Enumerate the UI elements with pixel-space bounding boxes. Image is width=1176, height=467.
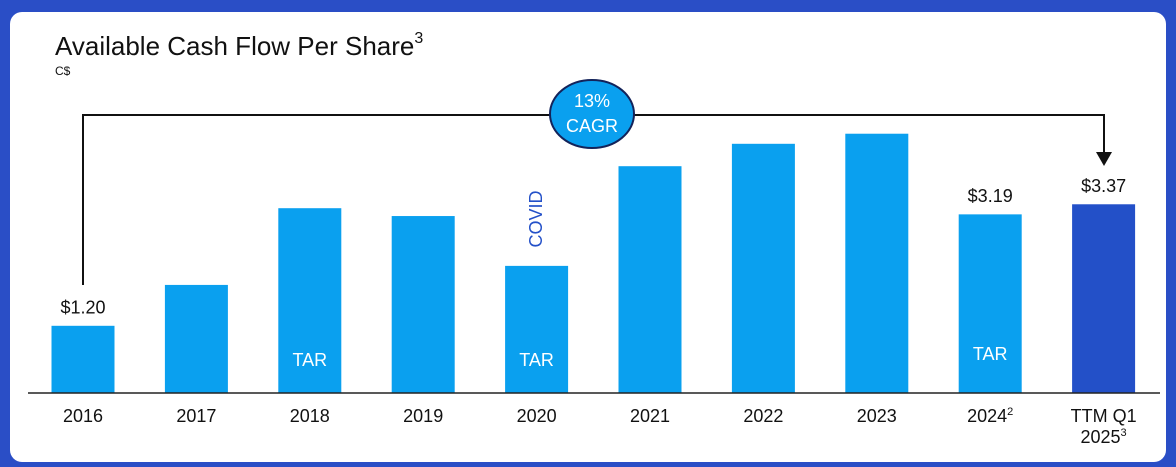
category-label: 2021 bbox=[629, 406, 671, 426]
value-label: $3.19 bbox=[968, 186, 1013, 206]
x-tick-label: 2019 bbox=[381, 406, 465, 427]
x-tick-label: TTM Q1 20253 bbox=[1062, 406, 1146, 448]
x-tick-label: 20242 bbox=[948, 406, 1032, 427]
category-label: 2024 bbox=[967, 406, 1008, 426]
cagr-label: CAGR bbox=[566, 116, 618, 136]
category-label: 2022 bbox=[743, 406, 784, 426]
x-tick-label: 2021 bbox=[608, 406, 692, 427]
bar bbox=[391, 216, 455, 393]
category-note: 2 bbox=[1007, 406, 1014, 418]
covid-note: COVID bbox=[526, 190, 546, 247]
x-tick-label: 2020 bbox=[495, 406, 579, 427]
bar bbox=[845, 133, 909, 393]
bar-note: TAR bbox=[519, 350, 554, 370]
value-label: $1.20 bbox=[60, 298, 105, 318]
bar bbox=[164, 284, 228, 393]
chart-subtitle: C$ bbox=[55, 64, 71, 78]
chart-title-group: Available Cash Flow Per Share3 bbox=[55, 30, 423, 61]
category-note: 3 bbox=[1120, 427, 1127, 439]
x-tick-label: 2017 bbox=[154, 406, 238, 427]
bar bbox=[505, 265, 569, 393]
bar bbox=[958, 214, 1022, 393]
title-note: 3 bbox=[414, 30, 423, 47]
bar-note: TAR bbox=[973, 344, 1008, 364]
category-label: 2023 bbox=[856, 406, 897, 426]
value-label: $3.37 bbox=[1081, 176, 1126, 196]
arrow-head bbox=[1096, 152, 1112, 166]
category-label: 2019 bbox=[403, 406, 444, 426]
category-label: 2016 bbox=[62, 406, 104, 426]
category-label: 2018 bbox=[289, 406, 330, 426]
category-label: TTM Q1 2025 bbox=[1070, 406, 1137, 447]
bar-note: TAR bbox=[292, 350, 327, 370]
cagr-bubble bbox=[549, 79, 635, 149]
x-tick-label: 2018 bbox=[268, 406, 352, 427]
x-tick-label: 2016 bbox=[41, 406, 125, 427]
bar bbox=[51, 325, 115, 393]
bar bbox=[618, 166, 682, 393]
bar bbox=[731, 143, 795, 393]
chart-title: Available Cash Flow Per Share bbox=[55, 31, 414, 61]
category-label: 2017 bbox=[176, 406, 217, 426]
x-tick-label: 2023 bbox=[835, 406, 919, 427]
category-label: 2020 bbox=[516, 406, 557, 426]
bar bbox=[278, 208, 342, 393]
cagr-value: 13% bbox=[574, 91, 610, 111]
x-tick-label: 2022 bbox=[721, 406, 805, 427]
bar bbox=[1072, 204, 1136, 393]
